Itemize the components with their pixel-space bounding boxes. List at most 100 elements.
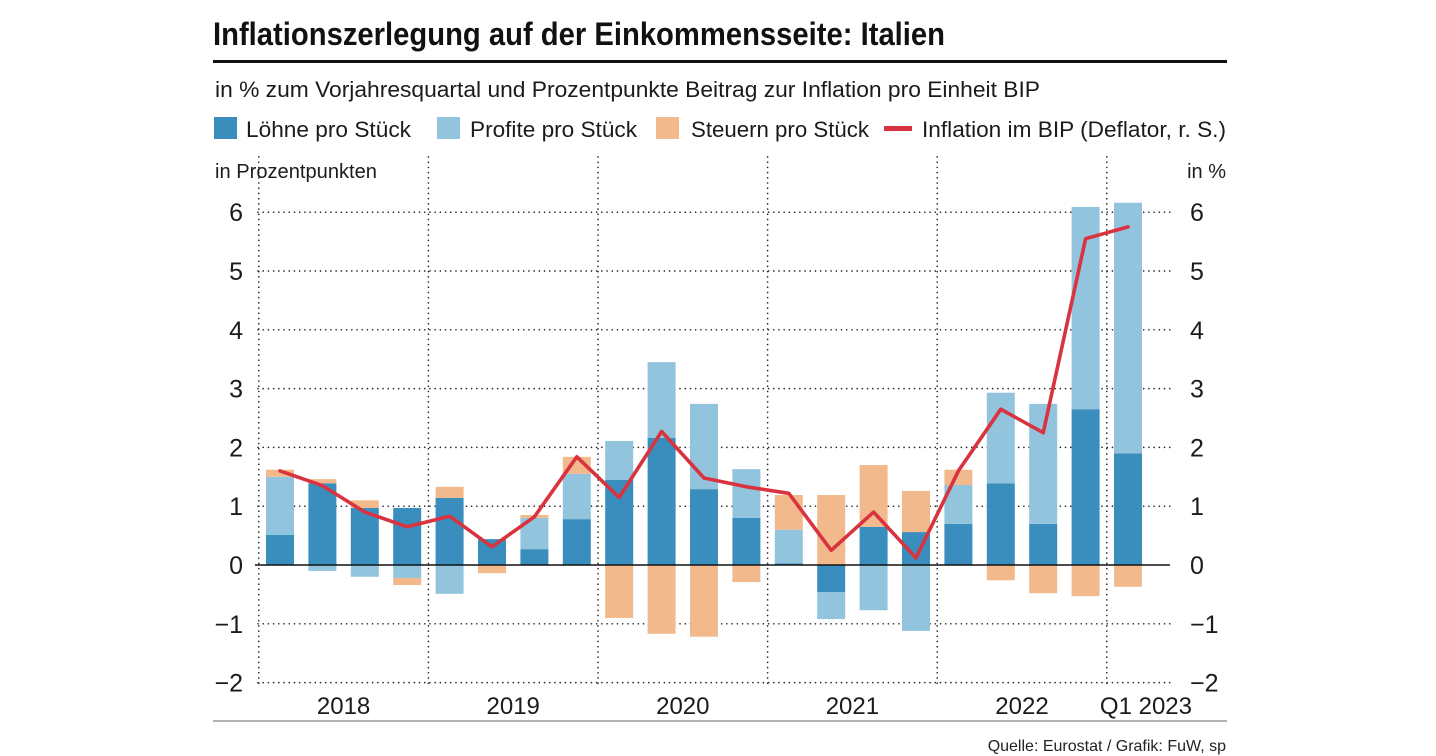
- chart-subtitle: in % zum Vorjahresquartal und Prozentpun…: [215, 77, 1040, 102]
- bar-profite-pro-stueck: [647, 362, 676, 438]
- y-tick-label-right: 4: [1190, 317, 1204, 345]
- bar-steuern-pro-stueck: [393, 577, 422, 585]
- bar-profite-pro-stueck: [817, 592, 846, 620]
- bar-loehne-pro-stueck: [690, 489, 718, 565]
- bar-steuern-pro-stueck: [859, 465, 888, 527]
- y-tick-label-right: 5: [1190, 258, 1204, 286]
- bar-steuern-pro-stueck: [1071, 565, 1100, 597]
- bar-steuern-pro-stueck: [1114, 565, 1142, 587]
- legend: Löhne pro Stück Profite pro Stück Steuer…: [214, 117, 1226, 142]
- bar-loehne-pro-stueck: [859, 526, 888, 565]
- chart-title: Inflationszerlegung auf der Einkommensse…: [213, 16, 945, 52]
- y-tick-label-right: 2: [1190, 434, 1204, 462]
- bar-steuern-pro-stueck: [647, 565, 676, 634]
- bar-loehne-pro-stueck: [1114, 453, 1142, 565]
- y-tick-label-right: 1: [1190, 493, 1204, 521]
- bar-steuern-pro-stueck: [732, 565, 761, 583]
- bar-steuern-pro-stueck: [902, 490, 930, 533]
- bar-steuern-pro-stueck: [308, 479, 337, 484]
- x-tick-label: 2022: [995, 693, 1048, 720]
- bar-loehne-pro-stueck: [435, 497, 464, 565]
- bar-steuern-pro-stueck: [817, 495, 846, 565]
- y-tick-label-left: 6: [229, 199, 243, 227]
- bar-loehne-pro-stueck: [520, 549, 549, 565]
- y-axis-label-left: in Prozentpunkten: [215, 161, 377, 183]
- bar-loehne-pro-stueck: [647, 437, 676, 565]
- bar-profite-pro-stueck: [986, 392, 1015, 484]
- bar-loehne-pro-stueck: [1029, 523, 1058, 565]
- bar-profite-pro-stueck: [308, 565, 337, 571]
- bar-profite-pro-stueck: [1029, 403, 1058, 524]
- legend-label-profite: Profite pro Stück: [470, 117, 638, 142]
- bar-steuern-pro-stueck: [478, 565, 506, 574]
- y-tick-label-right: 0: [1190, 552, 1204, 580]
- bar-loehne-pro-stueck: [986, 483, 1015, 565]
- legend-swatch-profite: [437, 117, 460, 139]
- y-tick-label-right: −2: [1190, 670, 1219, 698]
- y-tick-label-left: −2: [214, 670, 243, 698]
- y-axis-left: 6 5 4 3 2 1 0 −1 −2: [214, 199, 243, 697]
- bar-steuern-pro-stueck: [1029, 565, 1058, 594]
- stacked-bars: [266, 202, 1142, 637]
- bar-loehne-pro-stueck: [393, 507, 422, 565]
- bar-loehne-pro-stueck: [308, 483, 337, 565]
- y-tick-label-left: 0: [229, 552, 243, 580]
- legend-swatch-steuern: [656, 117, 679, 139]
- y-tick-label-left: 3: [229, 376, 243, 404]
- y-axis-right: 6 5 4 3 2 1 0 −1 −2: [1190, 199, 1219, 697]
- bar-steuern-pro-stueck: [690, 565, 718, 637]
- bar-profite-pro-stueck: [350, 565, 379, 577]
- bar-steuern-pro-stueck: [986, 565, 1015, 581]
- legend-swatch-loehne: [214, 117, 237, 139]
- bar-steuern-pro-stueck: [435, 486, 464, 498]
- x-tick-label: 2018: [317, 693, 370, 720]
- x-tick-label: 2021: [826, 693, 879, 720]
- y-axis-label-right: in %: [1187, 161, 1226, 183]
- bar-profite-pro-stueck: [690, 403, 718, 490]
- bar-loehne-pro-stueck: [774, 563, 803, 565]
- y-tick-label-right: −1: [1190, 611, 1219, 639]
- legend-label-steuern: Steuern pro Stück: [691, 117, 870, 142]
- bar-loehne-pro-stueck: [944, 523, 973, 565]
- legend-label-loehne: Löhne pro Stück: [246, 117, 412, 142]
- y-tick-label-left: −1: [214, 611, 243, 639]
- bar-profite-pro-stueck: [859, 565, 888, 611]
- bar-loehne-pro-stueck: [562, 519, 591, 565]
- bar-loehne-pro-stueck: [817, 565, 846, 593]
- bar-profite-pro-stueck: [393, 565, 422, 578]
- bar-profite-pro-stueck: [266, 476, 294, 536]
- y-tick-label-left: 4: [229, 317, 243, 345]
- bar-steuern-pro-stueck: [266, 469, 294, 477]
- bar-profite-pro-stueck: [562, 473, 591, 520]
- source-note: Quelle: Eurostat / Grafik: FuW, sp: [988, 738, 1226, 755]
- legend-swatch-inflation: [884, 126, 912, 131]
- bar-profite-pro-stueck: [605, 440, 634, 480]
- bar-profite-pro-stueck: [435, 565, 464, 594]
- inflation-line: [278, 225, 1130, 560]
- bar-loehne-pro-stueck: [350, 507, 379, 565]
- bar-loehne-pro-stueck: [605, 479, 634, 565]
- title-rule: [213, 60, 1227, 63]
- legend-label-inflation: Inflation im BIP (Deflator, r. S.): [922, 117, 1226, 142]
- bar-steuern-pro-stueck: [605, 565, 634, 618]
- y-tick-label-left: 1: [229, 493, 243, 521]
- x-axis: 2018 2019 2020 2021 2022 Q1 2023: [317, 693, 1192, 720]
- bar-profite-pro-stueck: [732, 469, 761, 518]
- bar-loehne-pro-stueck: [478, 539, 506, 565]
- bar-loehne-pro-stueck: [732, 517, 761, 565]
- gridlines: [257, 156, 1171, 689]
- bar-profite-pro-stueck: [774, 529, 803, 564]
- y-tick-label-left: 5: [229, 258, 243, 286]
- y-tick-label-right: 6: [1190, 199, 1204, 227]
- bar-steuern-pro-stueck: [774, 495, 803, 530]
- x-tick-label: 2020: [656, 693, 709, 720]
- y-tick-label-right: 3: [1190, 376, 1204, 404]
- bar-profite-pro-stueck: [1114, 202, 1142, 454]
- bar-profite-pro-stueck: [902, 565, 930, 631]
- bar-steuern-pro-stueck: [350, 500, 379, 508]
- bar-loehne-pro-stueck: [266, 535, 294, 565]
- bar-loehne-pro-stueck: [1071, 409, 1100, 565]
- x-tick-label: 2019: [487, 693, 540, 720]
